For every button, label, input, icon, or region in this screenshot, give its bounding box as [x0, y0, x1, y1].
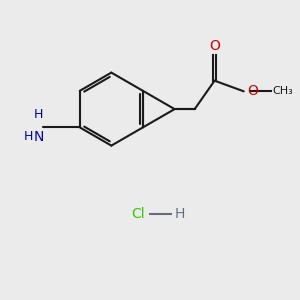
- Text: CH₃: CH₃: [273, 86, 293, 96]
- Text: O: O: [209, 39, 220, 53]
- Text: Cl: Cl: [131, 207, 144, 221]
- Text: N: N: [34, 130, 44, 144]
- Text: H: H: [175, 207, 185, 221]
- Text: H: H: [34, 108, 44, 121]
- Text: O: O: [247, 84, 258, 98]
- Text: H: H: [24, 130, 34, 143]
